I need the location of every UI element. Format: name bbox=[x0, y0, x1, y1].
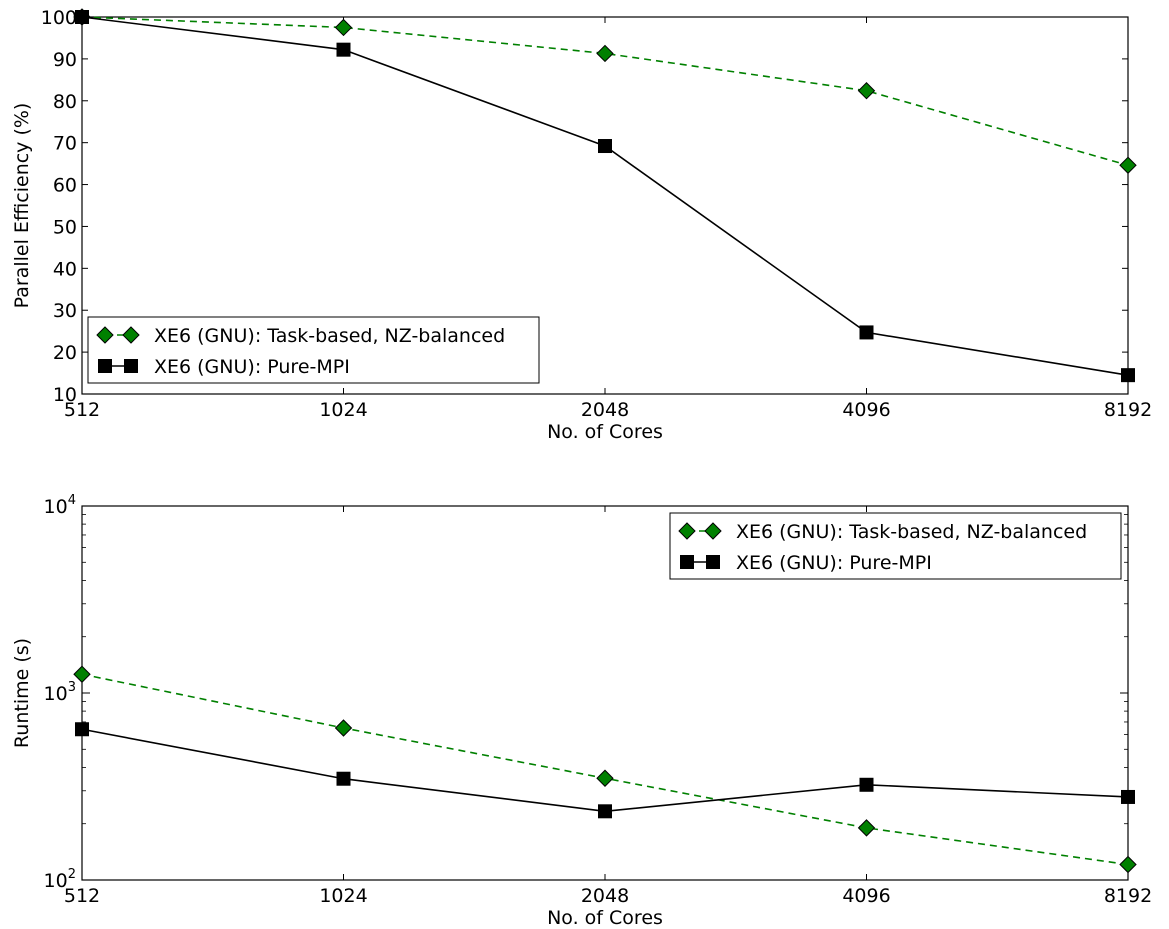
series-1 bbox=[73, 665, 1137, 874]
data-point bbox=[334, 18, 353, 37]
legend-frame bbox=[87, 316, 540, 384]
y-tick-label: 20 bbox=[53, 342, 77, 364]
legend: XE6 (GNU): Task-based, NZ-balanced XE6 (G… bbox=[87, 316, 540, 384]
y-tick-label: 30 bbox=[53, 300, 77, 322]
x-tick-label: 8192 bbox=[1104, 399, 1152, 421]
y-tick-exponent: 2 bbox=[68, 867, 76, 882]
x-tick-label: 1024 bbox=[319, 885, 367, 907]
x-tick-label: 4096 bbox=[842, 885, 890, 907]
y-tick-base: 10 bbox=[44, 870, 68, 892]
y-tick-label: 50 bbox=[53, 216, 77, 238]
legend-marker bbox=[704, 522, 722, 540]
data-point bbox=[596, 769, 614, 787]
legend-frame bbox=[669, 512, 1122, 580]
y-tick-label: 40 bbox=[53, 258, 77, 280]
x-tick-label: 4096 bbox=[842, 399, 890, 421]
legend-marker bbox=[96, 326, 114, 344]
y-axis-label: Parallel Efficiency (%) bbox=[11, 103, 33, 309]
data-point bbox=[859, 325, 874, 340]
legend-label: XE6 (GNU): Pure-MPI bbox=[736, 552, 932, 574]
legend-marker bbox=[706, 555, 720, 569]
data-point bbox=[598, 804, 612, 819]
legend-label: XE6 (GNU): Task-based, NZ-balanced bbox=[154, 325, 505, 347]
series-line bbox=[81, 673, 1129, 866]
legend-label: XE6 (GNU): Pure-MPI bbox=[154, 356, 350, 378]
data-point bbox=[596, 44, 614, 63]
data-point bbox=[336, 771, 351, 786]
data-point bbox=[1119, 156, 1137, 174]
legend-marker bbox=[122, 326, 140, 344]
y-tick-exponent: 4 bbox=[68, 493, 76, 508]
y-tick-label: 90 bbox=[53, 49, 77, 71]
data-point bbox=[857, 819, 876, 837]
data-point bbox=[598, 139, 612, 154]
x-tick-label: 512 bbox=[64, 885, 100, 907]
y-tick-label: 10 bbox=[53, 384, 77, 406]
y-tick-exponent: 3 bbox=[68, 680, 76, 695]
data-point bbox=[334, 719, 353, 737]
series-line bbox=[81, 16, 1129, 167]
legend: XE6 (GNU): Task-based, NZ-balanced XE6 (G… bbox=[669, 512, 1122, 580]
y-tick-label: 103 bbox=[44, 680, 76, 705]
x-axis-label: No. of Cores bbox=[547, 907, 663, 929]
series-2 bbox=[75, 722, 1135, 819]
y-axis-label: Runtime (s) bbox=[11, 638, 33, 748]
data-point bbox=[1121, 789, 1135, 804]
x-axis-label: No. of Cores bbox=[547, 421, 663, 443]
chart-1: 512 1024 2048 4096 8192 10 20 30 40 50 60 70 80 90 100… bbox=[11, 7, 1152, 443]
y-tick-base: 10 bbox=[44, 496, 68, 518]
y-tick-label: 104 bbox=[44, 493, 76, 518]
data-point bbox=[857, 82, 876, 100]
legend-marker bbox=[124, 359, 138, 373]
data-point bbox=[1119, 855, 1137, 874]
y-tick-label: 100 bbox=[41, 7, 77, 29]
x-tick-label: 512 bbox=[64, 399, 100, 421]
data-point bbox=[1121, 368, 1135, 383]
data-point bbox=[75, 10, 89, 24]
y-tick-label: 80 bbox=[53, 91, 77, 113]
y-tick-label: 60 bbox=[53, 175, 77, 197]
x-tick-label: 2048 bbox=[581, 399, 629, 421]
data-point bbox=[336, 42, 351, 57]
data-point bbox=[75, 722, 89, 737]
series-2 bbox=[75, 10, 1135, 383]
y-tick-base: 10 bbox=[44, 683, 68, 705]
x-tick-label: 1024 bbox=[319, 399, 367, 421]
x-tick-label: 2048 bbox=[581, 885, 629, 907]
data-point bbox=[73, 665, 91, 683]
legend-label: XE6 (GNU): Task-based, NZ-balanced bbox=[736, 521, 1087, 543]
legend-marker bbox=[680, 555, 694, 569]
legend-marker bbox=[98, 359, 112, 373]
series-1 bbox=[73, 8, 1137, 174]
legend-marker bbox=[678, 522, 696, 540]
y-tick-label: 102 bbox=[44, 867, 76, 892]
x-tick-label: 8192 bbox=[1104, 885, 1152, 907]
data-point bbox=[859, 777, 874, 792]
y-tick-label: 70 bbox=[53, 133, 77, 155]
